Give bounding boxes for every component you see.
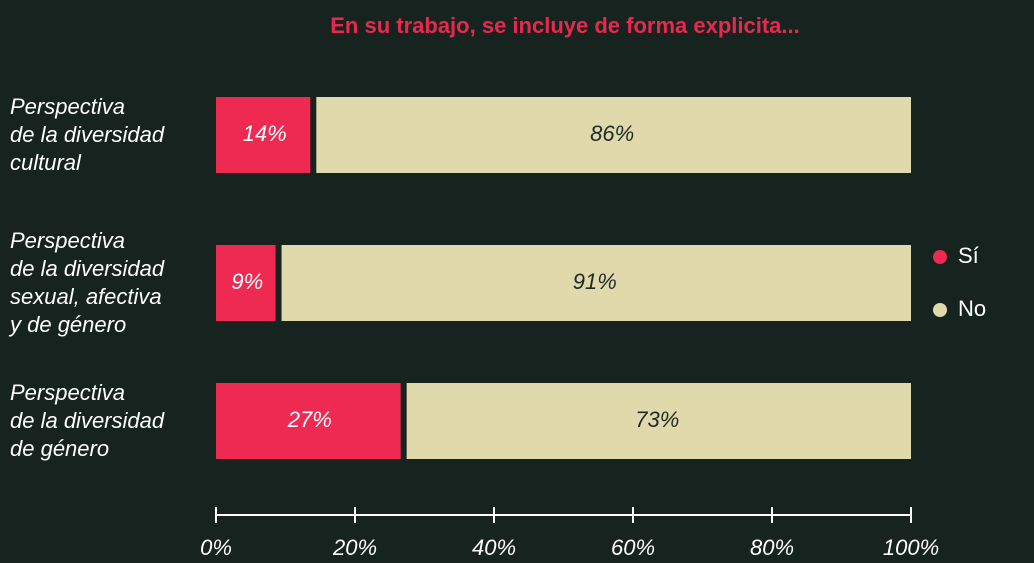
segment-gap <box>310 97 317 173</box>
x-tick-label: 40% <box>472 535 516 560</box>
x-tick-label: 60% <box>611 535 655 560</box>
segment-gap <box>400 383 407 459</box>
category-label: Perspectiva de la diversidad sexual, afe… <box>10 228 165 337</box>
chart-title: En su trabajo, se incluye de forma expli… <box>330 13 800 38</box>
x-tick-label: 0% <box>200 535 232 560</box>
legend-label: No <box>958 296 986 321</box>
legend-label: Sí <box>958 243 979 268</box>
bar-segment <box>313 97 911 173</box>
x-tick-label: 100% <box>883 535 939 560</box>
bar-segment <box>216 97 314 173</box>
bar-segment <box>278 245 911 321</box>
legend-marker <box>933 250 947 264</box>
value-label: 27% <box>287 407 332 432</box>
legend-marker <box>933 303 947 317</box>
bar-segment <box>216 245 279 321</box>
value-label: 86% <box>590 121 634 146</box>
segment-gap <box>275 245 282 321</box>
bar-segment <box>216 383 404 459</box>
category-label: Perspectiva de la diversidad de género <box>10 380 165 461</box>
value-label: 91% <box>573 269 617 294</box>
category-label: Perspectiva de la diversidad cultural <box>10 94 165 175</box>
x-tick-label: 20% <box>332 535 377 560</box>
value-label: 14% <box>243 121 287 146</box>
x-tick-label: 80% <box>750 535 794 560</box>
value-label: 9% <box>231 269 263 294</box>
value-label: 73% <box>635 407 679 432</box>
bar-segment <box>403 383 911 459</box>
